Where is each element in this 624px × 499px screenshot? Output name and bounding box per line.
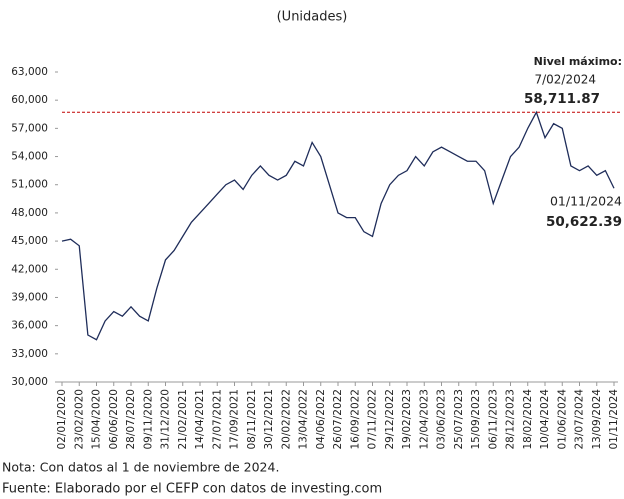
x-tick-label: 31/12/2020	[160, 389, 172, 450]
y-tick-label: 45,000	[11, 235, 48, 247]
x-tick-label: 13/09/2024	[591, 389, 603, 450]
x-tick-label: 15/09/2023	[470, 389, 482, 450]
y-tick-label: 42,000	[11, 263, 48, 275]
y-tick-label: 60,000	[11, 94, 48, 106]
data-line	[61, 110, 615, 341]
y-tick-label: 39,000	[11, 291, 48, 303]
x-tick-label: 30/12/2021	[263, 389, 275, 450]
x-tick-label: 16/09/2022	[349, 389, 361, 450]
x-tick-label: 29/12/2022	[384, 389, 396, 450]
x-tick-label: 27/07/2021	[211, 389, 223, 450]
x-tick-label: 06/11/2023	[487, 389, 499, 450]
y-tick-label: 30,000	[11, 376, 48, 388]
y-tick-label: 36,000	[11, 320, 48, 332]
x-tick-label: 01/06/2024	[556, 389, 568, 450]
max-date: 7/02/2024	[534, 73, 596, 87]
x-tick-label: 12/04/2023	[418, 389, 430, 450]
x-tick-label: 13/04/2022	[298, 389, 310, 450]
x-tick-label: 01/11/2024	[608, 389, 620, 450]
max-title: Nivel máximo:	[534, 55, 622, 68]
x-tick-label: 19/02/2023	[401, 389, 413, 450]
note: Nota: Con datos al 1 de noviembre de 202…	[2, 460, 279, 475]
x-tick-label: 28/07/2020	[125, 389, 137, 450]
max-label: 58,711.87	[524, 91, 600, 107]
y-tick-label: 51,000	[11, 179, 48, 191]
x-tick-label: 03/06/2023	[436, 389, 448, 450]
x-tick-label: 23/02/2020	[73, 389, 85, 450]
x-tick-label: 14/04/2021	[194, 389, 206, 450]
last-date: 01/11/2024	[550, 194, 622, 209]
x-tick-label: 10/04/2024	[539, 389, 551, 450]
x-tick-label: 25/07/2023	[453, 389, 465, 450]
chart-subtitle: (Unidades)	[277, 10, 348, 25]
x-tick-label: 21/02/2021	[177, 389, 189, 450]
x-tick-label: 07/11/2022	[367, 389, 379, 450]
y-tick-label: 57,000	[11, 122, 48, 134]
x-tick-label: 15/04/2020	[91, 389, 103, 450]
x-tick-label: 17/09/2021	[229, 389, 241, 450]
x-tick-label: 04/06/2022	[315, 389, 327, 450]
y-tick-label: 63,000	[11, 66, 48, 78]
x-tick-label: 02/01/2020	[56, 389, 68, 450]
x-tick-label: 26/07/2022	[332, 389, 344, 450]
y-tick-label: 48,000	[11, 207, 48, 219]
x-tick-label: 23/07/2024	[574, 389, 586, 450]
last-label: 50,622.39	[546, 214, 622, 230]
source: Fuente: Elaborado por el CEFP con datos …	[2, 482, 382, 497]
x-tick-label: 20/02/2022	[280, 389, 292, 450]
y-tick-label: 54,000	[11, 151, 48, 163]
y-tick-label: 33,000	[11, 348, 48, 360]
x-tick-label: 08/11/2021	[246, 389, 258, 450]
x-tick-label: 06/06/2020	[108, 389, 120, 450]
x-tick-label: 09/11/2020	[142, 389, 154, 450]
x-tick-label: 28/12/2023	[505, 389, 517, 450]
x-tick-label: 18/02/2024	[522, 389, 534, 450]
